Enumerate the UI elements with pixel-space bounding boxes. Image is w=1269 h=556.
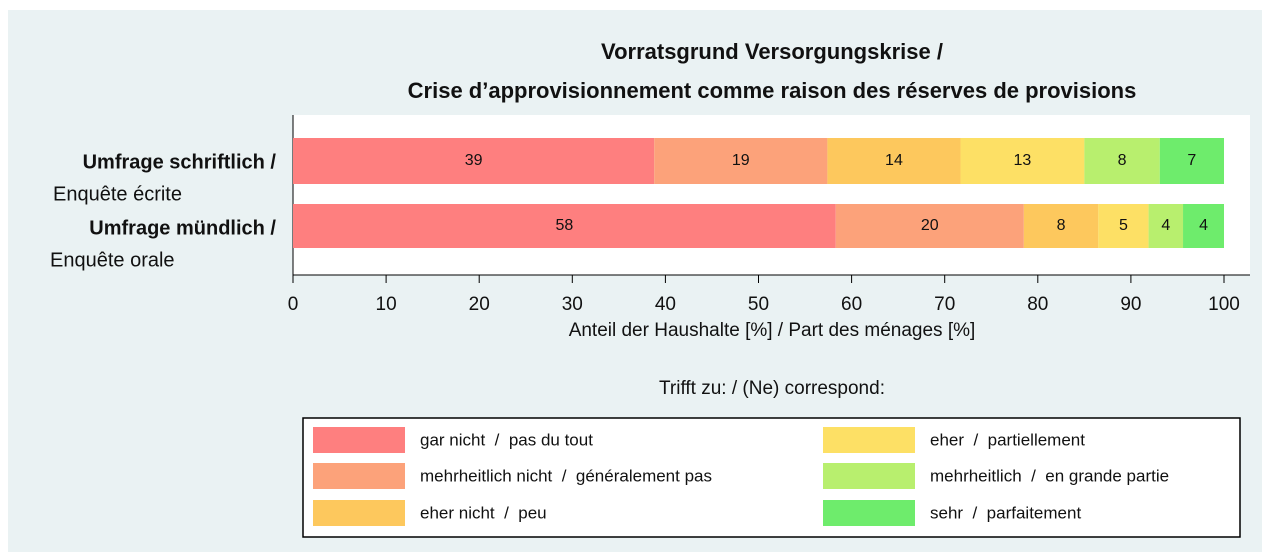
y-tick-label: Umfrage mündlich /: [89, 217, 276, 239]
data-label: 5: [1119, 217, 1128, 234]
bar-segment: [827, 138, 961, 184]
data-label: 8: [1118, 152, 1127, 169]
x-tick-label: 0: [288, 294, 299, 315]
bar-segment: [960, 138, 1085, 184]
y-tick-label: Enquête écrite: [53, 183, 182, 205]
data-label: 4: [1161, 217, 1170, 234]
legend-swatch: [313, 427, 405, 453]
legend-title: Trifft zu: / (Ne) correspond:: [659, 378, 885, 399]
bar-segment: [1023, 204, 1099, 248]
bar-segment: [1084, 138, 1160, 184]
bar-segment: [1148, 204, 1184, 248]
data-label: 13: [1014, 152, 1032, 169]
bar-segment: [1159, 138, 1224, 184]
x-tick-label: 30: [562, 294, 583, 315]
x-tick-label: 80: [1027, 294, 1048, 315]
legend-label: sehr / parfaitement: [930, 503, 1081, 522]
x-tick-label: 20: [469, 294, 490, 315]
bar-segment: [293, 204, 836, 248]
data-label: 7: [1187, 152, 1196, 169]
x-tick-label: 90: [1120, 294, 1141, 315]
legend: [302, 417, 1241, 538]
bar-segment: [293, 138, 655, 184]
legend-swatch: [313, 463, 405, 489]
legend-label: eher nicht / peu: [420, 503, 547, 522]
y-tick-label: Enquête orale: [50, 249, 175, 271]
x-tick-label: 70: [934, 294, 955, 315]
legend-label: eher / partiellement: [930, 430, 1085, 449]
data-label: 58: [555, 217, 573, 234]
legend-swatch: [823, 463, 915, 489]
legend-swatch: [313, 500, 405, 526]
x-tick-label: 50: [748, 294, 769, 315]
data-label: 19: [732, 152, 750, 169]
data-label: 4: [1199, 217, 1208, 234]
legend-label: mehrheitlich nicht / généralement pas: [420, 466, 712, 485]
x-tick-label: 60: [841, 294, 862, 315]
x-tick-label: 10: [376, 294, 397, 315]
legend-label: gar nicht / pas du tout: [420, 430, 593, 449]
x-axis-label: Anteil der Haushalte [%] / Part des ména…: [569, 320, 976, 341]
x-tick-label: 40: [655, 294, 676, 315]
legend-label: mehrheitlich / en grande partie: [930, 466, 1169, 485]
legend-swatch: [823, 427, 915, 453]
y-tick-label: Umfrage schriftlich /: [83, 151, 277, 173]
chart-title: Crise d’approvisionnement comme raison d…: [408, 78, 1137, 103]
data-label: 8: [1057, 217, 1066, 234]
bar-segment: [1183, 204, 1224, 248]
bar-segment: [1098, 204, 1149, 248]
x-tick-label: 100: [1208, 294, 1240, 315]
bar-segment: [654, 138, 828, 184]
data-label: 14: [885, 152, 903, 169]
data-label: 39: [465, 152, 483, 169]
bar-segment: [835, 204, 1024, 248]
data-label: 20: [921, 217, 939, 234]
chart-title: Vorratsgrund Versorgungskrise /: [601, 39, 943, 64]
legend-swatch: [823, 500, 915, 526]
